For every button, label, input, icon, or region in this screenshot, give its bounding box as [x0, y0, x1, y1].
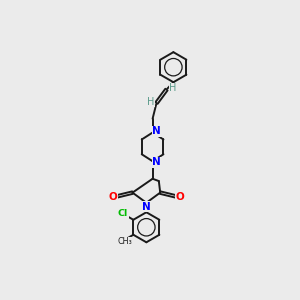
Text: Cl: Cl — [118, 209, 128, 218]
Text: H: H — [147, 97, 154, 107]
Text: N: N — [152, 158, 161, 167]
Text: CH₃: CH₃ — [117, 237, 132, 246]
Text: H: H — [169, 83, 177, 93]
Text: N: N — [152, 126, 161, 136]
Text: O: O — [176, 191, 184, 202]
Text: O: O — [108, 191, 117, 202]
Text: N: N — [142, 202, 151, 212]
